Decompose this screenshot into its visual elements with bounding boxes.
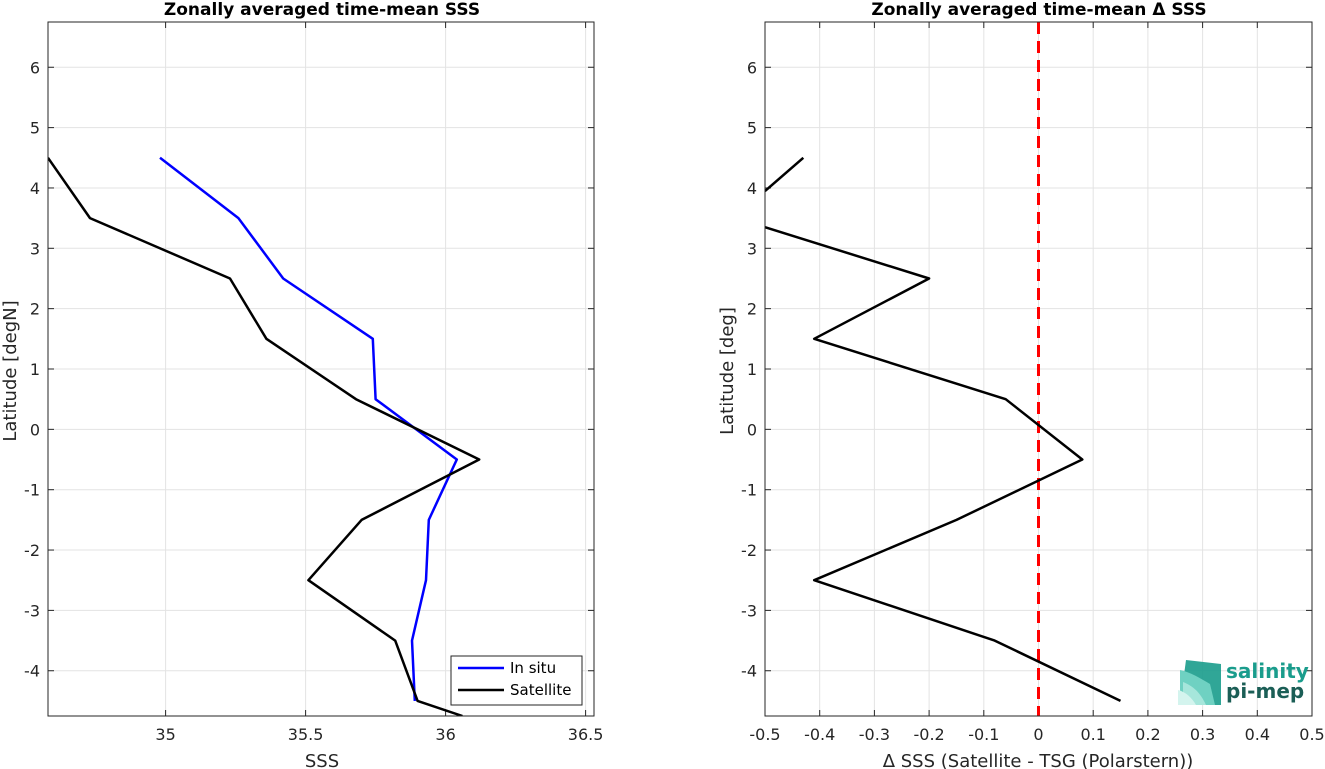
y-tick-label: 6 (747, 58, 757, 77)
x-tick-label: -0.4 (804, 725, 835, 744)
left-series-lines (47, 156, 481, 717)
y-tick-label: 4 (747, 179, 757, 198)
legend: In situ Satellite (450, 655, 583, 706)
left-axis-ticks: 35 35.5 36 36.5 -4 -3 -2 -1 0 1 2 3 4 5 6 (24, 22, 603, 744)
x-tick-label: 0.5 (1299, 725, 1324, 744)
x-tick-label: 36 (435, 725, 455, 744)
y-tick-label: 2 (747, 300, 757, 319)
legend-box (450, 655, 583, 706)
series-line-series-0 (765, 156, 805, 192)
left-chart-title: Zonally averaged time-mean SSS (164, 0, 480, 20)
x-tick-label: 0.2 (1135, 725, 1160, 744)
y-tick-label: 5 (747, 119, 757, 138)
y-tick-label: -2 (741, 541, 757, 560)
x-tick-label: 0 (1033, 725, 1043, 744)
y-tick-label: 2 (30, 300, 40, 319)
y-tick-label: -4 (741, 662, 757, 681)
y-tick-label: 4 (30, 179, 40, 198)
right-x-axis-label: Δ SSS (Satellite - TSG (Polarstern)) (883, 751, 1194, 769)
sss-panel: Zonally averaged time-mean SSS SSS Latit… (0, 0, 603, 769)
legend-label-in-situ: In situ (510, 659, 556, 677)
legend-label-satellite: Satellite (510, 681, 571, 699)
x-tick-label: -0.2 (913, 725, 944, 744)
y-tick-label: 3 (30, 239, 40, 258)
y-tick-label: -1 (741, 481, 757, 500)
y-tick-label: 0 (747, 420, 757, 439)
x-tick-label: 0.4 (1245, 725, 1270, 744)
x-tick-label: 0.1 (1080, 725, 1105, 744)
y-tick-label: 3 (747, 239, 757, 258)
left-y-axis-label: Latitude [degN] (0, 300, 21, 441)
x-tick-label: -0.5 (749, 725, 780, 744)
x-tick-label: 35.5 (288, 725, 324, 744)
y-tick-label: 1 (30, 360, 40, 379)
logo-line-1: salinity (1226, 659, 1309, 683)
y-tick-label: 0 (30, 420, 40, 439)
y-tick-label: 1 (747, 360, 757, 379)
y-tick-label: -2 (24, 541, 40, 560)
x-tick-label: 36.5 (568, 725, 604, 744)
right-axes-frame (764, 21, 1313, 717)
left-grid (48, 22, 594, 716)
y-tick-label: -3 (24, 601, 40, 620)
delta-sss-panel: Zonally averaged time-mean Δ SSS Δ SSS (… (717, 0, 1325, 769)
y-tick-label: 6 (30, 58, 40, 77)
left-axes-frame (47, 21, 595, 717)
salinity-pi-mep-logo: salinity pi-mep (1178, 659, 1309, 705)
right-y-axis-label: Latitude [deg] (717, 307, 738, 435)
x-tick-label: 35 (155, 725, 175, 744)
x-tick-label: -0.1 (968, 725, 999, 744)
left-x-axis-label: SSS (305, 751, 339, 769)
y-tick-label: 5 (30, 119, 40, 138)
y-tick-label: -3 (741, 601, 757, 620)
y-tick-label: -1 (24, 481, 40, 500)
y-tick-label: -4 (24, 662, 40, 681)
x-tick-label: -0.3 (859, 725, 890, 744)
x-tick-label: 0.3 (1190, 725, 1215, 744)
logo-line-2: pi-mep (1226, 679, 1304, 703)
right-chart-title: Zonally averaged time-mean Δ SSS (871, 0, 1206, 20)
wave-logo-icon (1178, 660, 1221, 705)
